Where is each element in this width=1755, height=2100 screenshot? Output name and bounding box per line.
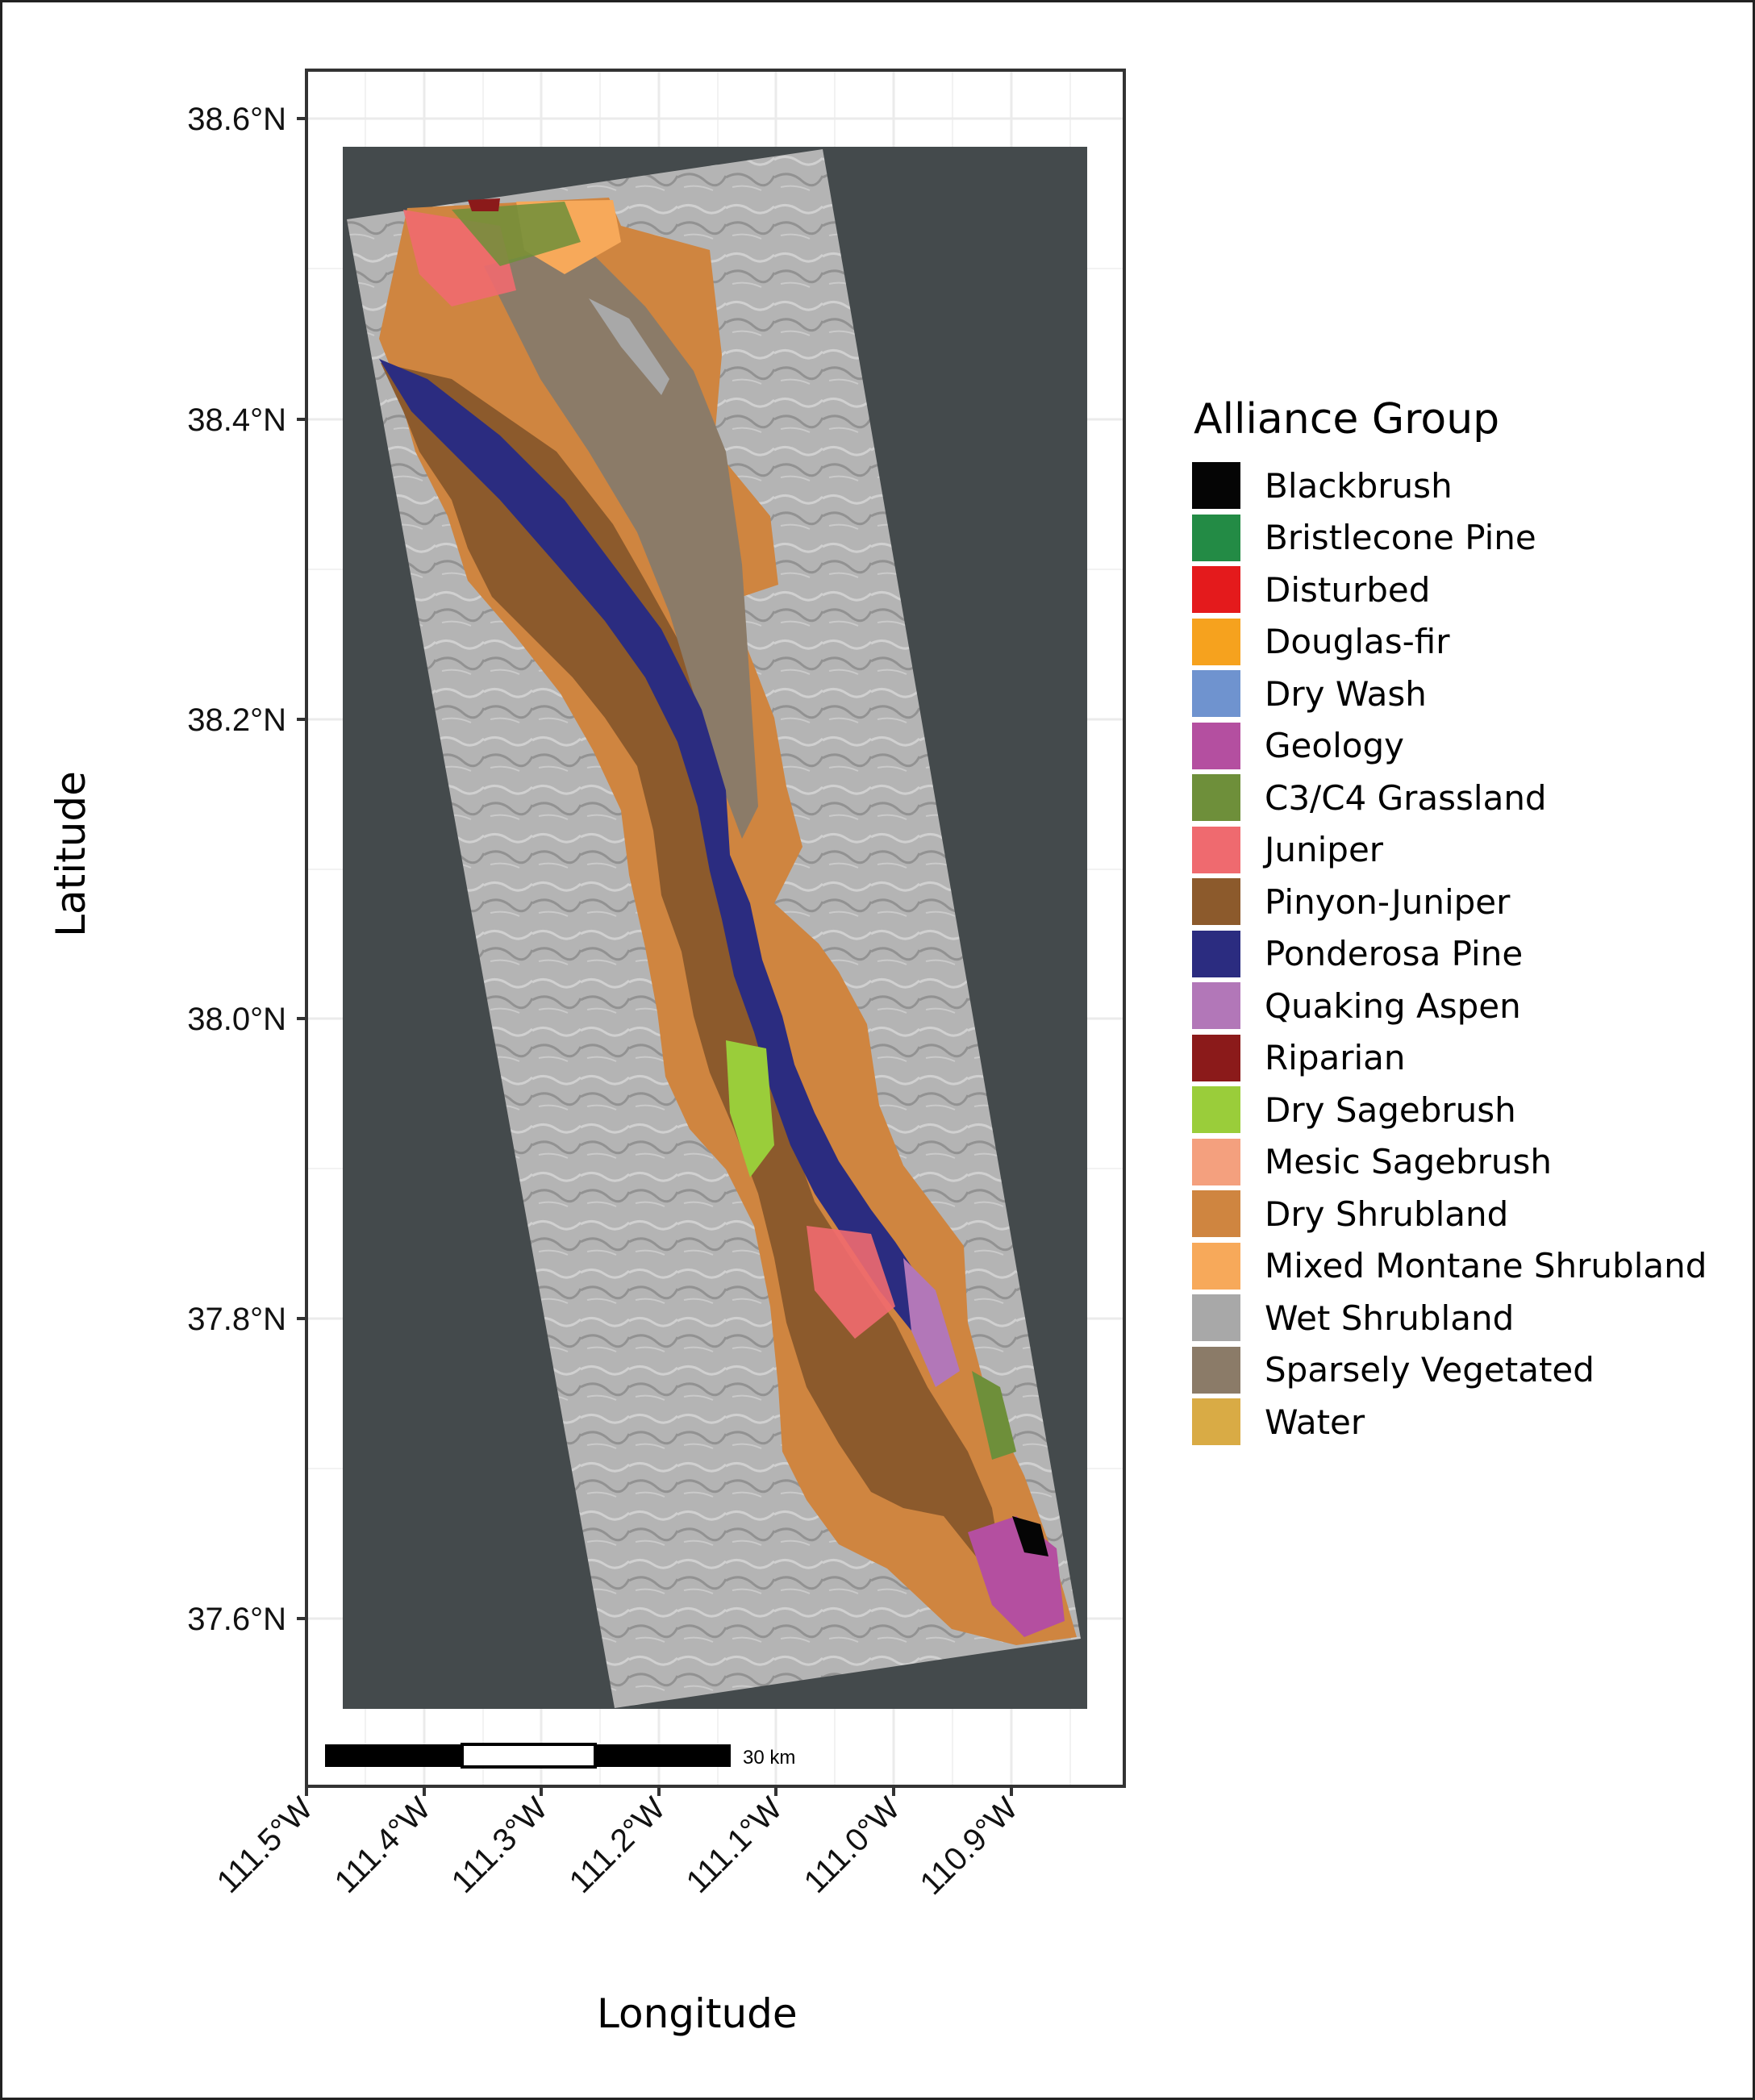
legend-swatch bbox=[1192, 722, 1240, 769]
legend-swatch bbox=[1192, 670, 1240, 718]
veg-blackbrush bbox=[1012, 1516, 1048, 1556]
legend-item: Geology bbox=[1192, 720, 1707, 773]
legend-label: Disturbed bbox=[1265, 569, 1431, 610]
legend-label: Mesic Sagebrush bbox=[1265, 1142, 1553, 1182]
legend-swatch bbox=[1192, 930, 1240, 977]
x-tick-label: 111.0°W bbox=[798, 1790, 907, 1900]
y-tick-label: 37.8°N bbox=[187, 1302, 286, 1337]
legend-item: Dry Sagebrush bbox=[1192, 1084, 1707, 1136]
veg-grassland-south bbox=[972, 1371, 1016, 1460]
legend-label: Wet Shrubland bbox=[1265, 1298, 1515, 1338]
legend-item: Ponderosa Pine bbox=[1192, 928, 1707, 981]
legend-swatch bbox=[1192, 1034, 1240, 1081]
legend-swatch bbox=[1192, 1086, 1240, 1134]
legend-swatch bbox=[1192, 982, 1240, 1030]
legend-swatch bbox=[1192, 1398, 1240, 1446]
legend-swatch bbox=[1192, 566, 1240, 614]
legend-swatch bbox=[1192, 1138, 1240, 1185]
legend-label: Sparsely Vegetated bbox=[1265, 1350, 1595, 1390]
legend-item: Pinyon-Juniper bbox=[1192, 876, 1707, 928]
veg-sparsely-vegetated bbox=[484, 242, 758, 839]
y-axis-title: Latitude bbox=[47, 771, 94, 937]
legend-label: Blackbrush bbox=[1265, 465, 1453, 506]
legend-item: Sparsely Vegetated bbox=[1192, 1344, 1707, 1397]
veg-riparian bbox=[468, 198, 500, 211]
veg-quaking-aspen bbox=[903, 1258, 960, 1387]
legend-items: Blackbrush Bristlecone Pine Disturbed Dougl… bbox=[1192, 460, 1707, 1448]
x-tick-label: 111.4°W bbox=[328, 1790, 438, 1900]
y-axis: 38.6°N 38.4°N 38.2°N 38.0°N 37.8°N 37.6°N bbox=[187, 102, 306, 1637]
legend-item: Disturbed bbox=[1192, 564, 1707, 616]
legend-label: Riparian bbox=[1265, 1038, 1406, 1078]
vegetation-map bbox=[379, 198, 1077, 1645]
legend-label: Geology bbox=[1265, 726, 1404, 766]
legend-swatch bbox=[1192, 774, 1240, 822]
legend-label: Bristlecone Pine bbox=[1265, 518, 1536, 558]
legend-item: Bristlecone Pine bbox=[1192, 512, 1707, 565]
scale-bar-label: 30 km bbox=[743, 1747, 795, 1769]
veg-ponderosa-pine bbox=[379, 359, 944, 1363]
legend-label: Ponderosa Pine bbox=[1265, 934, 1524, 974]
legend-swatch bbox=[1192, 1294, 1240, 1342]
y-tick-label: 37.6°N bbox=[187, 1602, 286, 1637]
y-tick-label: 38.0°N bbox=[187, 1002, 286, 1037]
panel-border bbox=[305, 69, 1126, 1788]
scale-bar-segment-2 bbox=[461, 1743, 597, 1769]
legend-item: C3/C4 Grassland bbox=[1192, 772, 1707, 824]
legend-item: Water bbox=[1192, 1396, 1707, 1448]
legend-item: Dry Shrubland bbox=[1192, 1188, 1707, 1240]
legend-item: Douglas-fir bbox=[1192, 616, 1707, 669]
x-tick-label: 111.3°W bbox=[445, 1790, 555, 1900]
legend-item: Mixed Montane Shrubland bbox=[1192, 1240, 1707, 1293]
veg-dry-sagebrush bbox=[726, 1040, 774, 1177]
legend-title: Alliance Group bbox=[1194, 395, 1500, 444]
veg-juniper-south bbox=[807, 1226, 895, 1339]
x-axis: 111.5°W 111.4°W 111.3°W 111.2°W 111.1°W 111.0… bbox=[211, 1786, 1025, 1902]
scale-bar-segment-3 bbox=[595, 1744, 731, 1767]
legend-item: Quaking Aspen bbox=[1192, 980, 1707, 1032]
legend-label: Quaking Aspen bbox=[1265, 985, 1521, 1026]
legend-swatch bbox=[1192, 1242, 1240, 1290]
y-tick-label: 38.2°N bbox=[187, 702, 286, 738]
legend: Alliance Group Blackbrush Bristlecone Pin… bbox=[1192, 395, 1707, 1448]
legend-item: Blackbrush bbox=[1192, 460, 1707, 512]
legend-swatch bbox=[1192, 1190, 1240, 1238]
x-tick-label: 111.1°W bbox=[680, 1790, 790, 1900]
legend-swatch bbox=[1192, 826, 1240, 873]
legend-label: Juniper bbox=[1265, 830, 1384, 870]
legend-label: Pinyon-Juniper bbox=[1265, 881, 1511, 922]
legend-label: Water bbox=[1265, 1402, 1365, 1442]
veg-grassland bbox=[452, 202, 581, 266]
y-tick-label: 38.4°N bbox=[187, 402, 286, 438]
x-axis-title: Longitude bbox=[597, 1990, 798, 2037]
x-tick-label: 110.9°W bbox=[914, 1790, 1025, 1902]
y-tick-label: 38.6°N bbox=[187, 102, 286, 137]
legend-label: Mixed Montane Shrubland bbox=[1265, 1246, 1707, 1286]
veg-wet-shrubland bbox=[589, 298, 669, 395]
legend-item: Dry Wash bbox=[1192, 668, 1707, 720]
legend-item: Juniper bbox=[1192, 824, 1707, 877]
legend-swatch bbox=[1192, 462, 1240, 510]
legend-label: Dry Wash bbox=[1265, 673, 1427, 714]
x-tick-label: 111.5°W bbox=[211, 1790, 320, 1900]
legend-item: Wet Shrubland bbox=[1192, 1292, 1707, 1344]
x-tick-label: 111.2°W bbox=[563, 1790, 673, 1900]
legend-swatch bbox=[1192, 618, 1240, 665]
scale-bar-segment-1 bbox=[325, 1744, 462, 1767]
legend-label: Dry Sagebrush bbox=[1265, 1090, 1516, 1130]
legend-label: C3/C4 Grassland bbox=[1265, 777, 1547, 818]
legend-label: Dry Shrubland bbox=[1265, 1194, 1509, 1234]
legend-item: Mesic Sagebrush bbox=[1192, 1136, 1707, 1189]
legend-swatch bbox=[1192, 1346, 1240, 1394]
scale-bar: 30 km bbox=[325, 1743, 795, 1769]
legend-label: Douglas-fir bbox=[1265, 622, 1450, 662]
legend-item: Riparian bbox=[1192, 1032, 1707, 1085]
legend-swatch bbox=[1192, 514, 1240, 561]
legend-swatch bbox=[1192, 878, 1240, 926]
